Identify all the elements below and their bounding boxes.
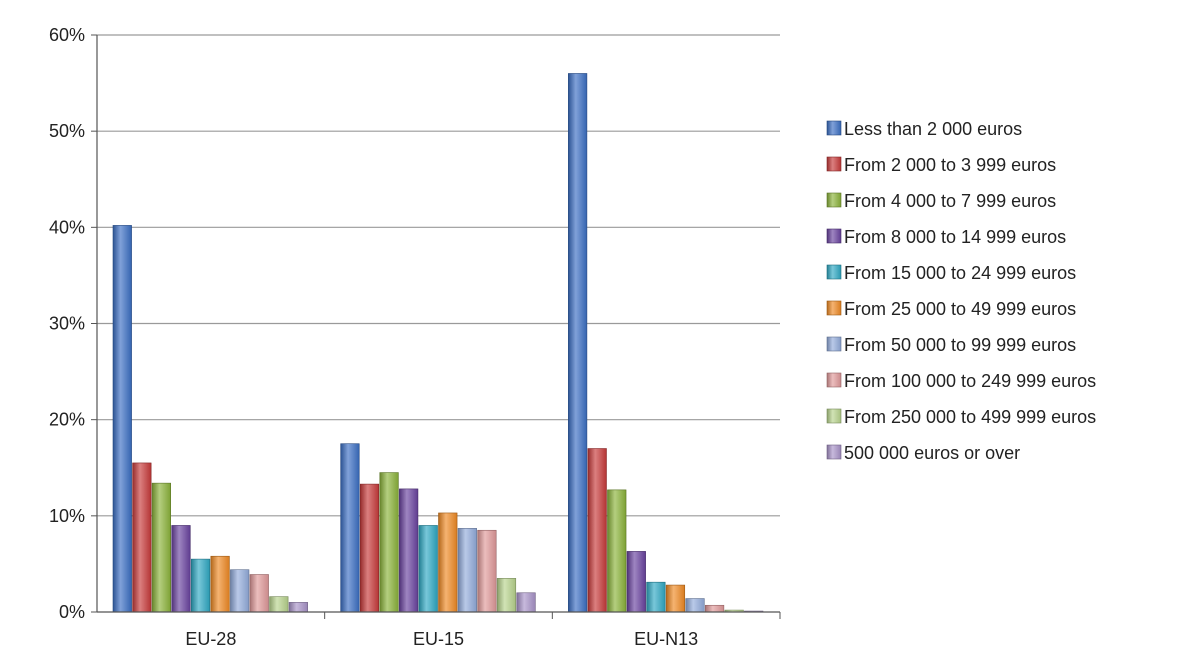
y-tick-label: 20% — [49, 410, 85, 430]
legend-label: From 50 000 to 99 999 euros — [844, 335, 1076, 355]
legend-swatch — [826, 300, 842, 316]
legend-item: From 15 000 to 24 999 euros — [826, 263, 1076, 283]
legend-label: From 100 000 to 249 999 euros — [844, 371, 1096, 391]
bar — [626, 551, 646, 613]
y-tick-label: 40% — [49, 217, 85, 237]
x-tick-label: EU-28 — [185, 629, 236, 649]
bar — [477, 529, 497, 613]
legend-swatch — [826, 408, 842, 424]
bar — [112, 225, 132, 613]
legend-swatch — [826, 120, 842, 136]
bar — [288, 602, 308, 613]
bar — [438, 512, 458, 613]
x-tick-label: EU-N13 — [634, 629, 698, 649]
legend-label: Less than 2 000 euros — [844, 119, 1022, 139]
bar — [418, 525, 438, 613]
legend-label: From 8 000 to 14 999 euros — [844, 227, 1066, 247]
legend-swatch — [826, 264, 842, 280]
y-tick-label: 0% — [59, 602, 85, 622]
bar — [399, 488, 419, 613]
legend-label: From 250 000 to 499 999 euros — [844, 407, 1096, 427]
bar — [190, 558, 211, 613]
legend-swatch — [826, 156, 842, 172]
legend-swatch — [826, 336, 842, 352]
y-tick-label: 50% — [49, 121, 85, 141]
bar — [587, 448, 607, 613]
legend-item: From 50 000 to 99 999 euros — [826, 335, 1076, 355]
bar — [210, 555, 230, 613]
bars — [112, 73, 764, 613]
bar — [568, 73, 588, 613]
legend-swatch — [826, 372, 842, 388]
legend-swatch — [826, 444, 842, 460]
bar — [516, 592, 536, 613]
legend-item: From 4 000 to 7 999 euros — [826, 191, 1056, 211]
legend: Less than 2 000 euros From 2 000 to 3 999… — [826, 119, 1096, 463]
bar — [685, 598, 705, 613]
legend-item: 500 000 euros or over — [826, 443, 1020, 463]
y-tick-label: 60% — [49, 25, 85, 45]
y-tick-label: 30% — [49, 314, 85, 334]
bar — [230, 569, 250, 613]
legend-item: From 100 000 to 249 999 euros — [826, 371, 1096, 391]
bar — [665, 584, 686, 613]
legend-item: Less than 2 000 euros — [826, 119, 1022, 139]
bar — [496, 578, 517, 613]
gridlines — [97, 34, 780, 517]
bar — [359, 483, 380, 613]
bar — [151, 482, 172, 613]
legend-label: From 2 000 to 3 999 euros — [844, 155, 1056, 175]
legend-label: From 15 000 to 24 999 euros — [844, 263, 1076, 283]
legend-item: From 25 000 to 49 999 euros — [826, 299, 1076, 319]
legend-item: From 250 000 to 499 999 euros — [826, 407, 1096, 427]
bar — [171, 525, 191, 613]
legend-swatch — [826, 228, 842, 244]
legend-item: From 8 000 to 14 999 euros — [826, 227, 1066, 247]
bar — [646, 581, 666, 613]
bar — [457, 528, 477, 613]
legend-item: From 2 000 to 3 999 euros — [826, 155, 1056, 175]
bar — [340, 443, 360, 613]
bar — [249, 574, 269, 613]
bar — [132, 462, 152, 613]
y-tick-label: 10% — [49, 506, 85, 526]
axes: 0% 10% 20% 30% 40% 50% 60% EU-28 EU-15 EU-N13 — [49, 25, 781, 649]
legend-label: From 25 000 to 49 999 euros — [844, 299, 1076, 319]
bar — [704, 604, 725, 613]
legend-label: 500 000 euros or over — [844, 443, 1020, 463]
bar — [269, 596, 289, 613]
legend-swatch — [826, 192, 842, 208]
legend-label: From 4 000 to 7 999 euros — [844, 191, 1056, 211]
bar — [379, 472, 399, 613]
bar — [607, 489, 627, 613]
x-tick-label: EU-15 — [413, 629, 464, 649]
